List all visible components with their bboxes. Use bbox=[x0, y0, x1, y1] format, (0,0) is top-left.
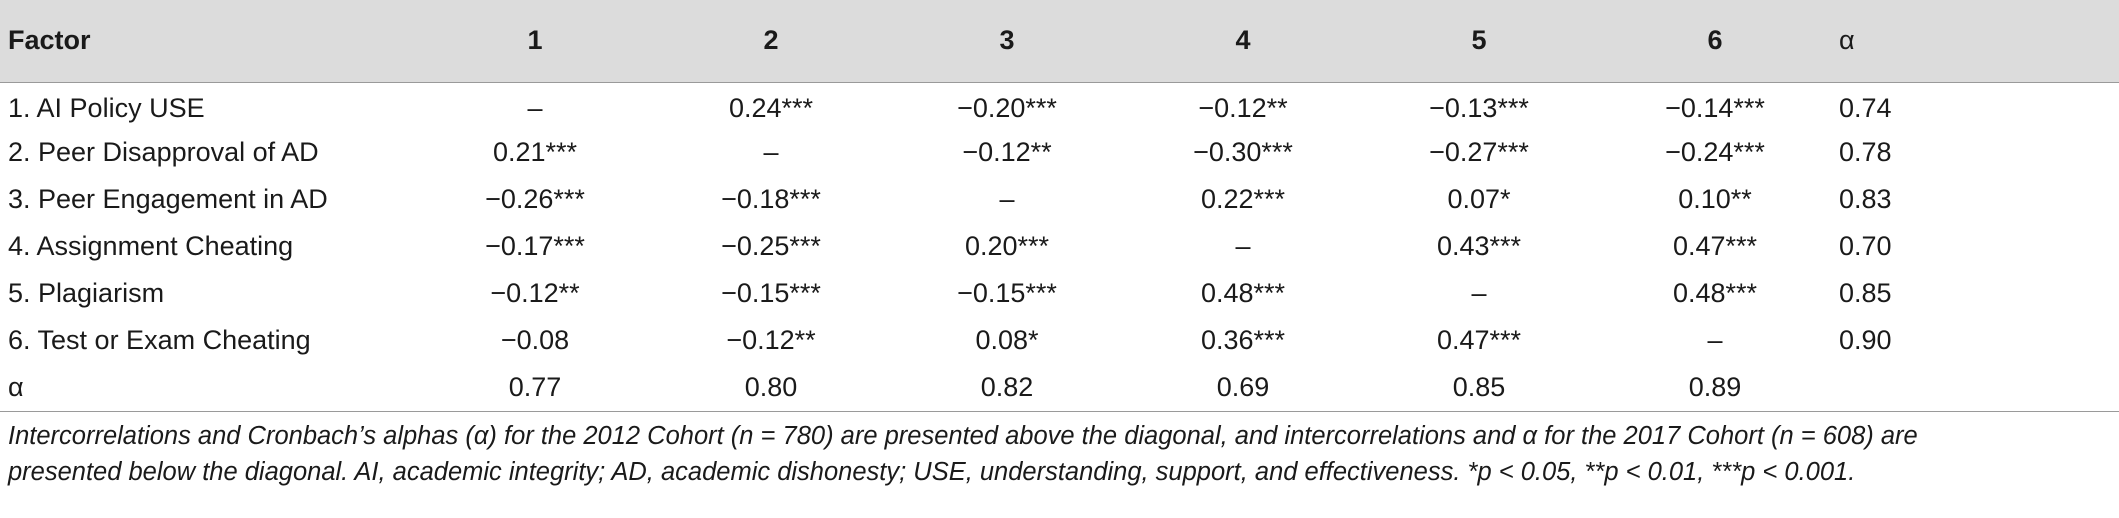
cell: −0.25*** bbox=[721, 231, 821, 261]
cell: 0.48*** bbox=[1672, 278, 1758, 308]
cell: −0.27*** bbox=[1429, 137, 1529, 167]
table-row: 6. Test or Exam Cheating −0.08 −0.12** 0… bbox=[0, 317, 2119, 364]
cell: −0.18*** bbox=[721, 184, 821, 214]
table-row: 1. AI Policy USE – 0.24*** −0.20*** −0.1… bbox=[0, 82, 2119, 129]
row-label: 4. Assignment Cheating bbox=[8, 231, 294, 261]
cell: 0.24*** bbox=[728, 93, 814, 124]
cell: −0.13*** bbox=[1429, 93, 1529, 124]
header-col-3: 3 bbox=[999, 25, 1015, 56]
cell: 0.89 bbox=[1597, 364, 1833, 412]
row-label: 6. Test or Exam Cheating bbox=[8, 325, 311, 355]
table-row: 5. Plagiarism −0.12** −0.15*** −0.15*** … bbox=[0, 270, 2119, 317]
header-row: Factor 1 2 3 4 5 6 α bbox=[0, 0, 2119, 82]
header-col-5: 5 bbox=[1471, 25, 1487, 56]
cell: 0.77 bbox=[417, 364, 653, 412]
row-label: 5. Plagiarism bbox=[8, 278, 165, 308]
footnote-line-2: presented below the diagonal. AI, academ… bbox=[8, 458, 1856, 486]
alpha-cell: 0.83 bbox=[1839, 184, 1892, 214]
cell: – bbox=[1235, 231, 1251, 261]
cell: 0.48*** bbox=[1200, 278, 1286, 308]
cell: 0.20*** bbox=[964, 231, 1050, 261]
correlation-table: Factor 1 2 3 4 5 6 α 1. AI Policy USE – … bbox=[0, 0, 2119, 412]
cell: 0.07* bbox=[1447, 184, 1511, 214]
table-row: 2. Peer Disapproval of AD 0.21*** – −0.1… bbox=[0, 129, 2119, 176]
cell: −0.17*** bbox=[485, 231, 585, 261]
cell: 0.08* bbox=[975, 325, 1039, 355]
table-header: Factor 1 2 3 4 5 6 α bbox=[0, 0, 2119, 82]
cell: 0.47*** bbox=[1436, 325, 1522, 355]
cell: 0.10** bbox=[1678, 184, 1752, 214]
cell: −0.14*** bbox=[1665, 93, 1765, 124]
cell: −0.30*** bbox=[1193, 137, 1293, 167]
cell: – bbox=[1471, 278, 1487, 308]
cell: 0.22*** bbox=[1200, 184, 1286, 214]
row-label: 2. Peer Disapproval of AD bbox=[8, 137, 319, 167]
cell: −0.26*** bbox=[485, 184, 585, 214]
cell: 0.69 bbox=[1125, 364, 1361, 412]
header-col-2: 2 bbox=[763, 25, 779, 56]
alpha-cell: 0.70 bbox=[1839, 231, 1892, 261]
header-col-4: 4 bbox=[1235, 25, 1251, 56]
header-col-6: 6 bbox=[1707, 25, 1723, 56]
footnote-line-1: Intercorrelations and Cronbach’s alphas … bbox=[8, 422, 1918, 450]
cell: 0.47*** bbox=[1672, 231, 1758, 261]
cell: – bbox=[1707, 325, 1723, 355]
cell: – bbox=[999, 184, 1015, 214]
cell: −0.12** bbox=[1198, 93, 1288, 124]
cell: −0.24*** bbox=[1665, 137, 1765, 167]
cell: −0.08 bbox=[500, 325, 570, 355]
table-footnote: Intercorrelations and Cronbach’s alphas … bbox=[8, 418, 2113, 490]
table-body: 1. AI Policy USE – 0.24*** −0.20*** −0.1… bbox=[0, 82, 2119, 412]
alpha-cell bbox=[1833, 364, 2119, 412]
cell: 0.82 bbox=[889, 364, 1125, 412]
cell: – bbox=[527, 93, 543, 124]
cell: 0.43*** bbox=[1436, 231, 1522, 261]
cell: 0.21*** bbox=[492, 137, 578, 167]
table-row: 4. Assignment Cheating −0.17*** −0.25***… bbox=[0, 223, 2119, 270]
table-row: 3. Peer Engagement in AD −0.26*** −0.18*… bbox=[0, 176, 2119, 223]
cell: 0.80 bbox=[653, 364, 889, 412]
row-label: α bbox=[0, 364, 417, 412]
alpha-cell: 0.85 bbox=[1839, 278, 1892, 308]
cell: −0.15*** bbox=[957, 278, 1057, 308]
cell: – bbox=[763, 137, 779, 167]
header-factor: Factor bbox=[8, 25, 91, 56]
cell: 0.85 bbox=[1361, 364, 1597, 412]
row-label: 3. Peer Engagement in AD bbox=[8, 184, 328, 214]
cell: 0.36*** bbox=[1200, 325, 1286, 355]
cell: −0.12** bbox=[490, 278, 580, 308]
alpha-cell: 0.74 bbox=[1839, 93, 1892, 124]
cell: −0.12** bbox=[962, 137, 1052, 167]
cell: −0.20*** bbox=[957, 93, 1057, 124]
header-col-1: 1 bbox=[527, 25, 543, 56]
cell: −0.12** bbox=[726, 325, 816, 355]
header-alpha: α bbox=[1839, 25, 1855, 56]
cell: −0.15*** bbox=[721, 278, 821, 308]
alpha-row: α 0.77 0.80 0.82 0.69 0.85 0.89 bbox=[0, 364, 2119, 412]
alpha-cell: 0.90 bbox=[1839, 325, 1892, 355]
alpha-cell: 0.78 bbox=[1839, 137, 1892, 167]
row-label: 1. AI Policy USE bbox=[8, 93, 205, 124]
